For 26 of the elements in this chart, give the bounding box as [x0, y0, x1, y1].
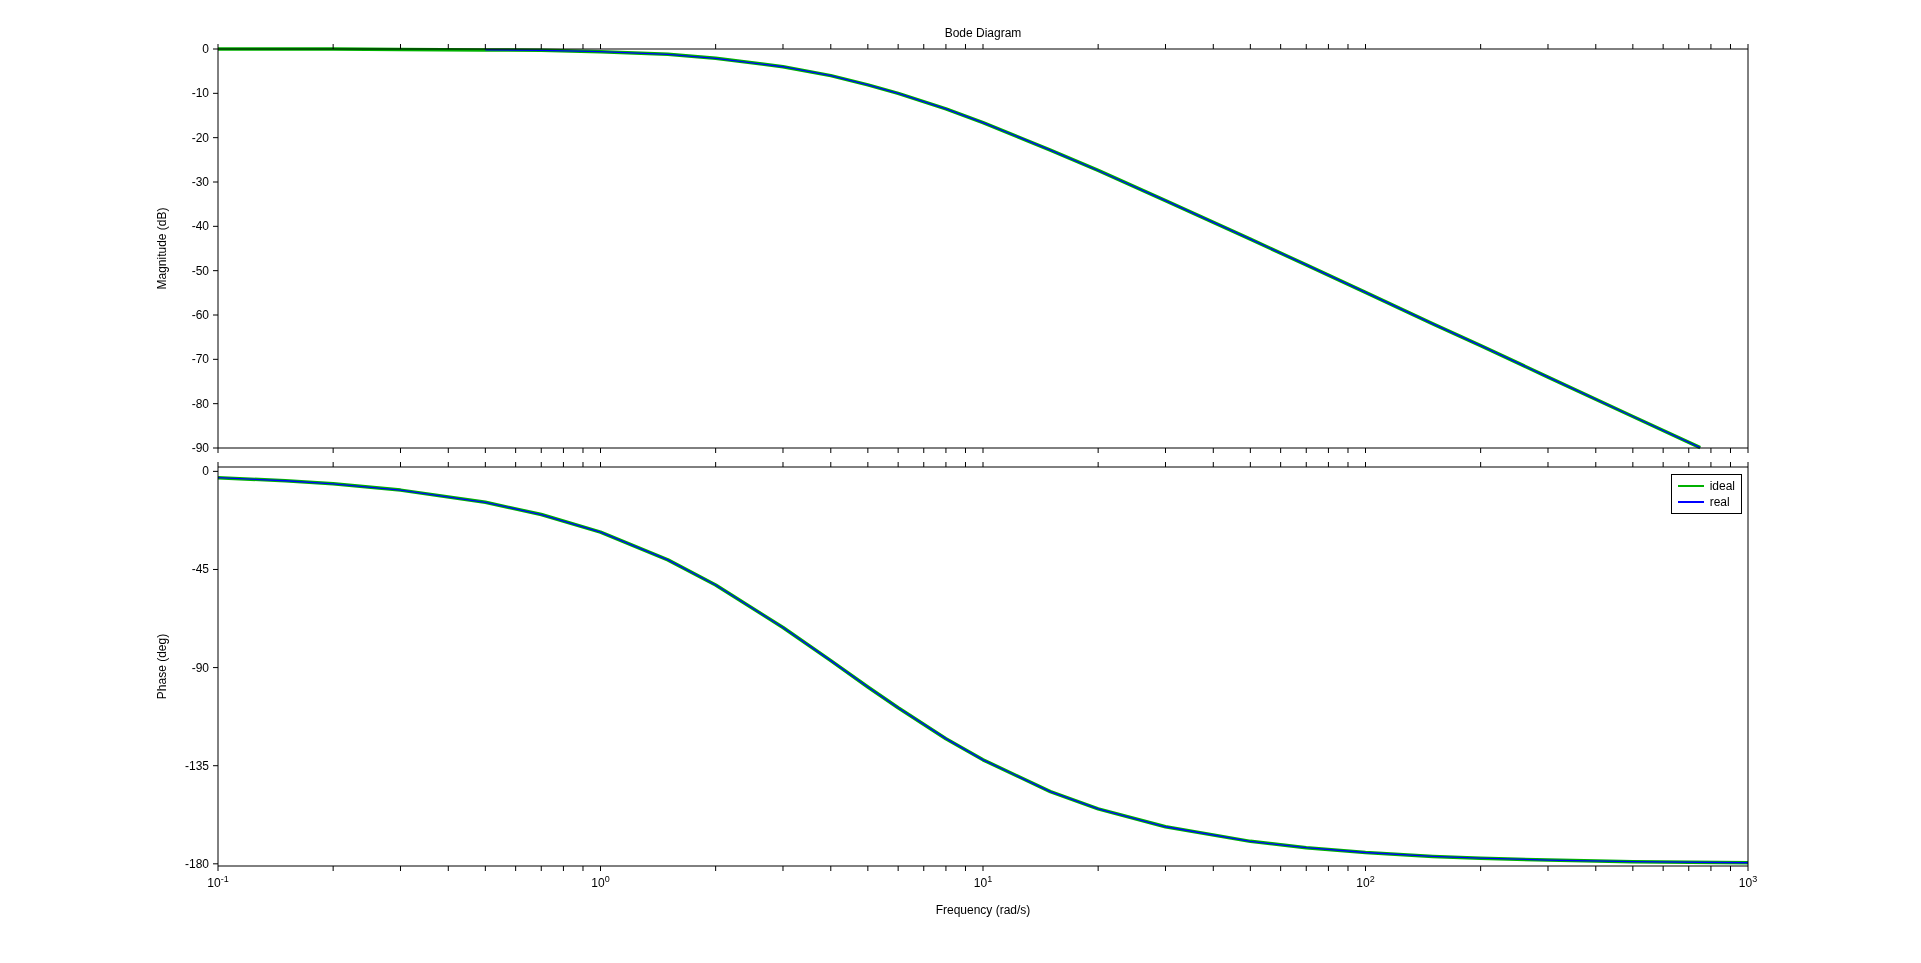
y-tick-label: -135: [184, 758, 210, 773]
y-tick-label: -50: [191, 263, 210, 278]
y-tick-label: 0: [202, 42, 210, 56]
x-axis-title: Frequency (rad/s): [935, 903, 1031, 917]
y-tick-label: -180: [184, 856, 210, 871]
y-tick-label: -70: [191, 352, 210, 367]
y-tick-label: -90: [191, 441, 210, 455]
y-axis-title: Magnitude (dB): [155, 207, 170, 290]
y-tick-label: -30: [191, 175, 210, 189]
y-tick-label: -40: [191, 219, 210, 234]
legend-label: ideal: [1709, 478, 1735, 494]
x-tick-label: 10$^{1}$: [973, 874, 993, 890]
y-tick-label: 0: [202, 464, 210, 479]
x-tick-label: 10$^{-1}$: [207, 874, 229, 890]
y-axis-title: Phase (deg): [155, 633, 170, 700]
y-tick-label: -45: [191, 562, 210, 577]
x-tick-label: 10$^{0}$: [591, 874, 610, 890]
y-tick-label: -90: [191, 660, 210, 675]
chart-title: Bode Diagram: [943, 26, 1023, 40]
legend-label: real: [1709, 494, 1730, 510]
x-tick-label: 10$^{3}$: [1738, 874, 1758, 890]
x-tick-label: 10$^{2}$: [1356, 874, 1375, 890]
y-tick-label: -80: [191, 396, 210, 411]
y-tick-label: -20: [191, 130, 210, 145]
y-tick-label: -10: [191, 86, 210, 101]
y-tick-label: -60: [191, 308, 210, 322]
